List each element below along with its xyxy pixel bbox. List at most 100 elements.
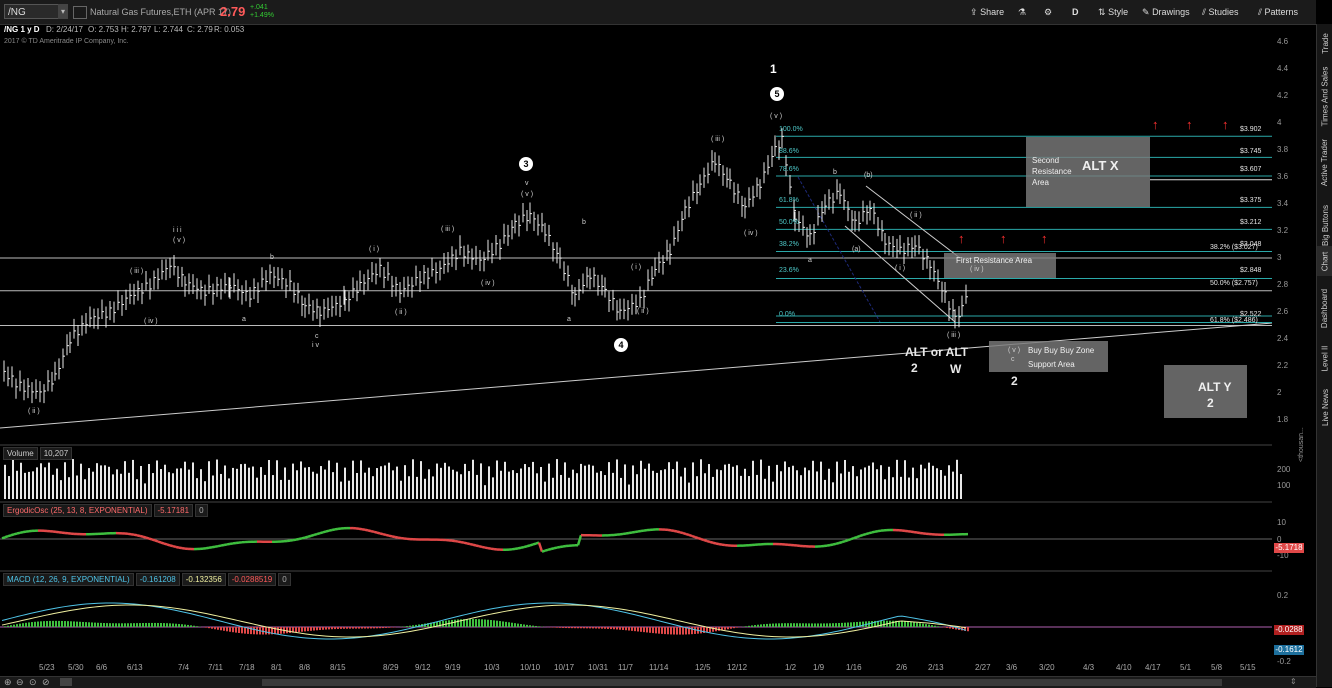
tab-active-trader[interactable]: Active Trader xyxy=(1317,132,1332,192)
link-group-icon[interactable] xyxy=(73,6,87,19)
volume-bar xyxy=(600,471,602,499)
style-button[interactable]: ⇅ Style xyxy=(1098,5,1128,19)
volume-bar xyxy=(820,462,822,499)
volume-bar xyxy=(684,468,686,499)
macd-histogram-bar xyxy=(124,623,126,627)
date-tick: 11/7 xyxy=(618,663,633,672)
tab-live-news[interactable]: Live News xyxy=(1317,382,1332,432)
share-button[interactable]: ⇪ Share xyxy=(970,5,1004,19)
studies-button[interactable]: ⫽ Studies xyxy=(1202,5,1239,19)
macd-histogram-bar xyxy=(73,621,75,627)
volume-bar xyxy=(392,470,394,499)
macd-histogram-bar xyxy=(499,621,501,627)
aggregation-button[interactable]: D xyxy=(1072,5,1079,19)
patterns-button[interactable]: ⫽ Patterns xyxy=(1258,5,1298,19)
macd-histogram-bar xyxy=(589,627,591,628)
price-tick: 3.2 xyxy=(1277,226,1288,235)
volume-bar xyxy=(548,464,550,499)
volume-bar xyxy=(224,466,226,499)
volume-bar xyxy=(544,482,546,499)
expand-icon[interactable]: ⇕ xyxy=(1290,677,1297,686)
tab-times-and-sales[interactable]: Times And Sales xyxy=(1317,62,1332,130)
date-tick: 12/12 xyxy=(727,663,747,672)
macd-histogram-bar xyxy=(595,627,597,628)
volume-bar xyxy=(72,459,74,499)
ergodic-tick: 10 xyxy=(1277,518,1286,527)
tab-dashboard[interactable]: Dashboard xyxy=(1317,280,1332,336)
wave-label: (a) xyxy=(852,246,861,253)
macd-histogram-bar xyxy=(568,627,570,628)
macd-histogram-bar xyxy=(760,624,762,627)
drawings-button[interactable]: ✎ Drawings xyxy=(1142,5,1190,19)
macd-histogram-bar xyxy=(664,627,666,634)
macd-histogram-bar xyxy=(784,623,786,627)
date-tick: 8/1 xyxy=(271,663,282,672)
zoom-out-icon[interactable]: ⊖ xyxy=(16,677,24,688)
ergodic-line xyxy=(524,546,527,547)
volume-bar xyxy=(420,461,422,499)
volume-bar xyxy=(24,473,26,499)
macd-histogram-bar xyxy=(658,627,660,634)
fib-value: $2.848 xyxy=(1240,267,1261,274)
ergodic-line xyxy=(680,532,683,533)
macd-histogram-bar xyxy=(925,624,927,627)
symbol-dropdown-icon[interactable]: ▾ xyxy=(58,4,68,19)
wave-label: ( iv ) xyxy=(744,230,758,237)
drawing-toggle-icon[interactable] xyxy=(60,678,72,686)
volume-bar xyxy=(104,465,106,499)
flask-icon[interactable]: ⚗ xyxy=(1018,5,1026,19)
volume-bar xyxy=(512,470,514,499)
chart-label: /NG 1 y D xyxy=(4,25,40,34)
volume-bar xyxy=(116,469,118,499)
ergodic-line xyxy=(392,536,395,537)
volume-bar xyxy=(736,465,738,499)
volume-bar xyxy=(652,471,654,499)
pan-icon[interactable]: ⊙ xyxy=(29,677,37,688)
macd-histogram-bar xyxy=(733,627,735,628)
volume-bar xyxy=(564,462,566,499)
volume-bar xyxy=(388,463,390,499)
volume-bar xyxy=(76,475,78,499)
wave-label: ( iv ) xyxy=(144,318,158,325)
ergodic-line xyxy=(149,539,152,540)
macd-histogram-bar xyxy=(52,621,54,627)
wave-label: ( iv ) xyxy=(481,280,495,287)
volume-bar xyxy=(828,469,830,499)
volume-bar xyxy=(536,473,538,499)
tab-level-ii[interactable]: Level II xyxy=(1317,338,1332,378)
volume-bar xyxy=(136,479,138,499)
macd-histogram-bar xyxy=(577,627,579,628)
volume-bar xyxy=(532,462,534,499)
volume-bar xyxy=(588,465,590,499)
tab-trade[interactable]: Trade xyxy=(1317,28,1332,58)
wave-3-circle: 3 xyxy=(519,157,533,171)
tab-chart[interactable]: Chart xyxy=(1317,246,1332,276)
pencil-icon: ✎ xyxy=(1142,7,1150,17)
horizontal-scrollbar[interactable] xyxy=(262,679,1222,686)
zoom-in-icon[interactable]: ⊕ xyxy=(4,677,12,688)
volume-bar xyxy=(132,460,134,499)
volume-title: Volume xyxy=(3,447,38,460)
symbol-input[interactable]: /NG xyxy=(4,4,66,19)
macd-histogram-bar xyxy=(493,620,495,627)
volume-bar xyxy=(432,476,434,499)
ergodic-line xyxy=(869,532,872,533)
macd-histogram-bar xyxy=(769,624,771,627)
macd-histogram-bar xyxy=(46,621,48,627)
macd-histogram-bar xyxy=(67,621,69,627)
macd-histogram-bar xyxy=(85,622,87,627)
studies-label: Studies xyxy=(1209,7,1239,17)
ergodic-line xyxy=(461,542,464,543)
gear-icon[interactable]: ⚙ xyxy=(1044,5,1052,19)
macd-histogram-bar xyxy=(91,622,93,627)
volume-bar xyxy=(52,475,54,499)
reset-zoom-icon[interactable]: ⊘ xyxy=(42,677,50,688)
macd-histogram-bar xyxy=(928,625,930,627)
volume-bar xyxy=(636,474,638,499)
patterns-label: Patterns xyxy=(1265,7,1299,17)
first-resistance-label: First Resistance Area xyxy=(956,256,1032,265)
volume-bar xyxy=(948,465,950,499)
volume-bar xyxy=(928,463,930,499)
macd-histogram-bar xyxy=(616,627,618,629)
volume-bar xyxy=(264,475,266,499)
